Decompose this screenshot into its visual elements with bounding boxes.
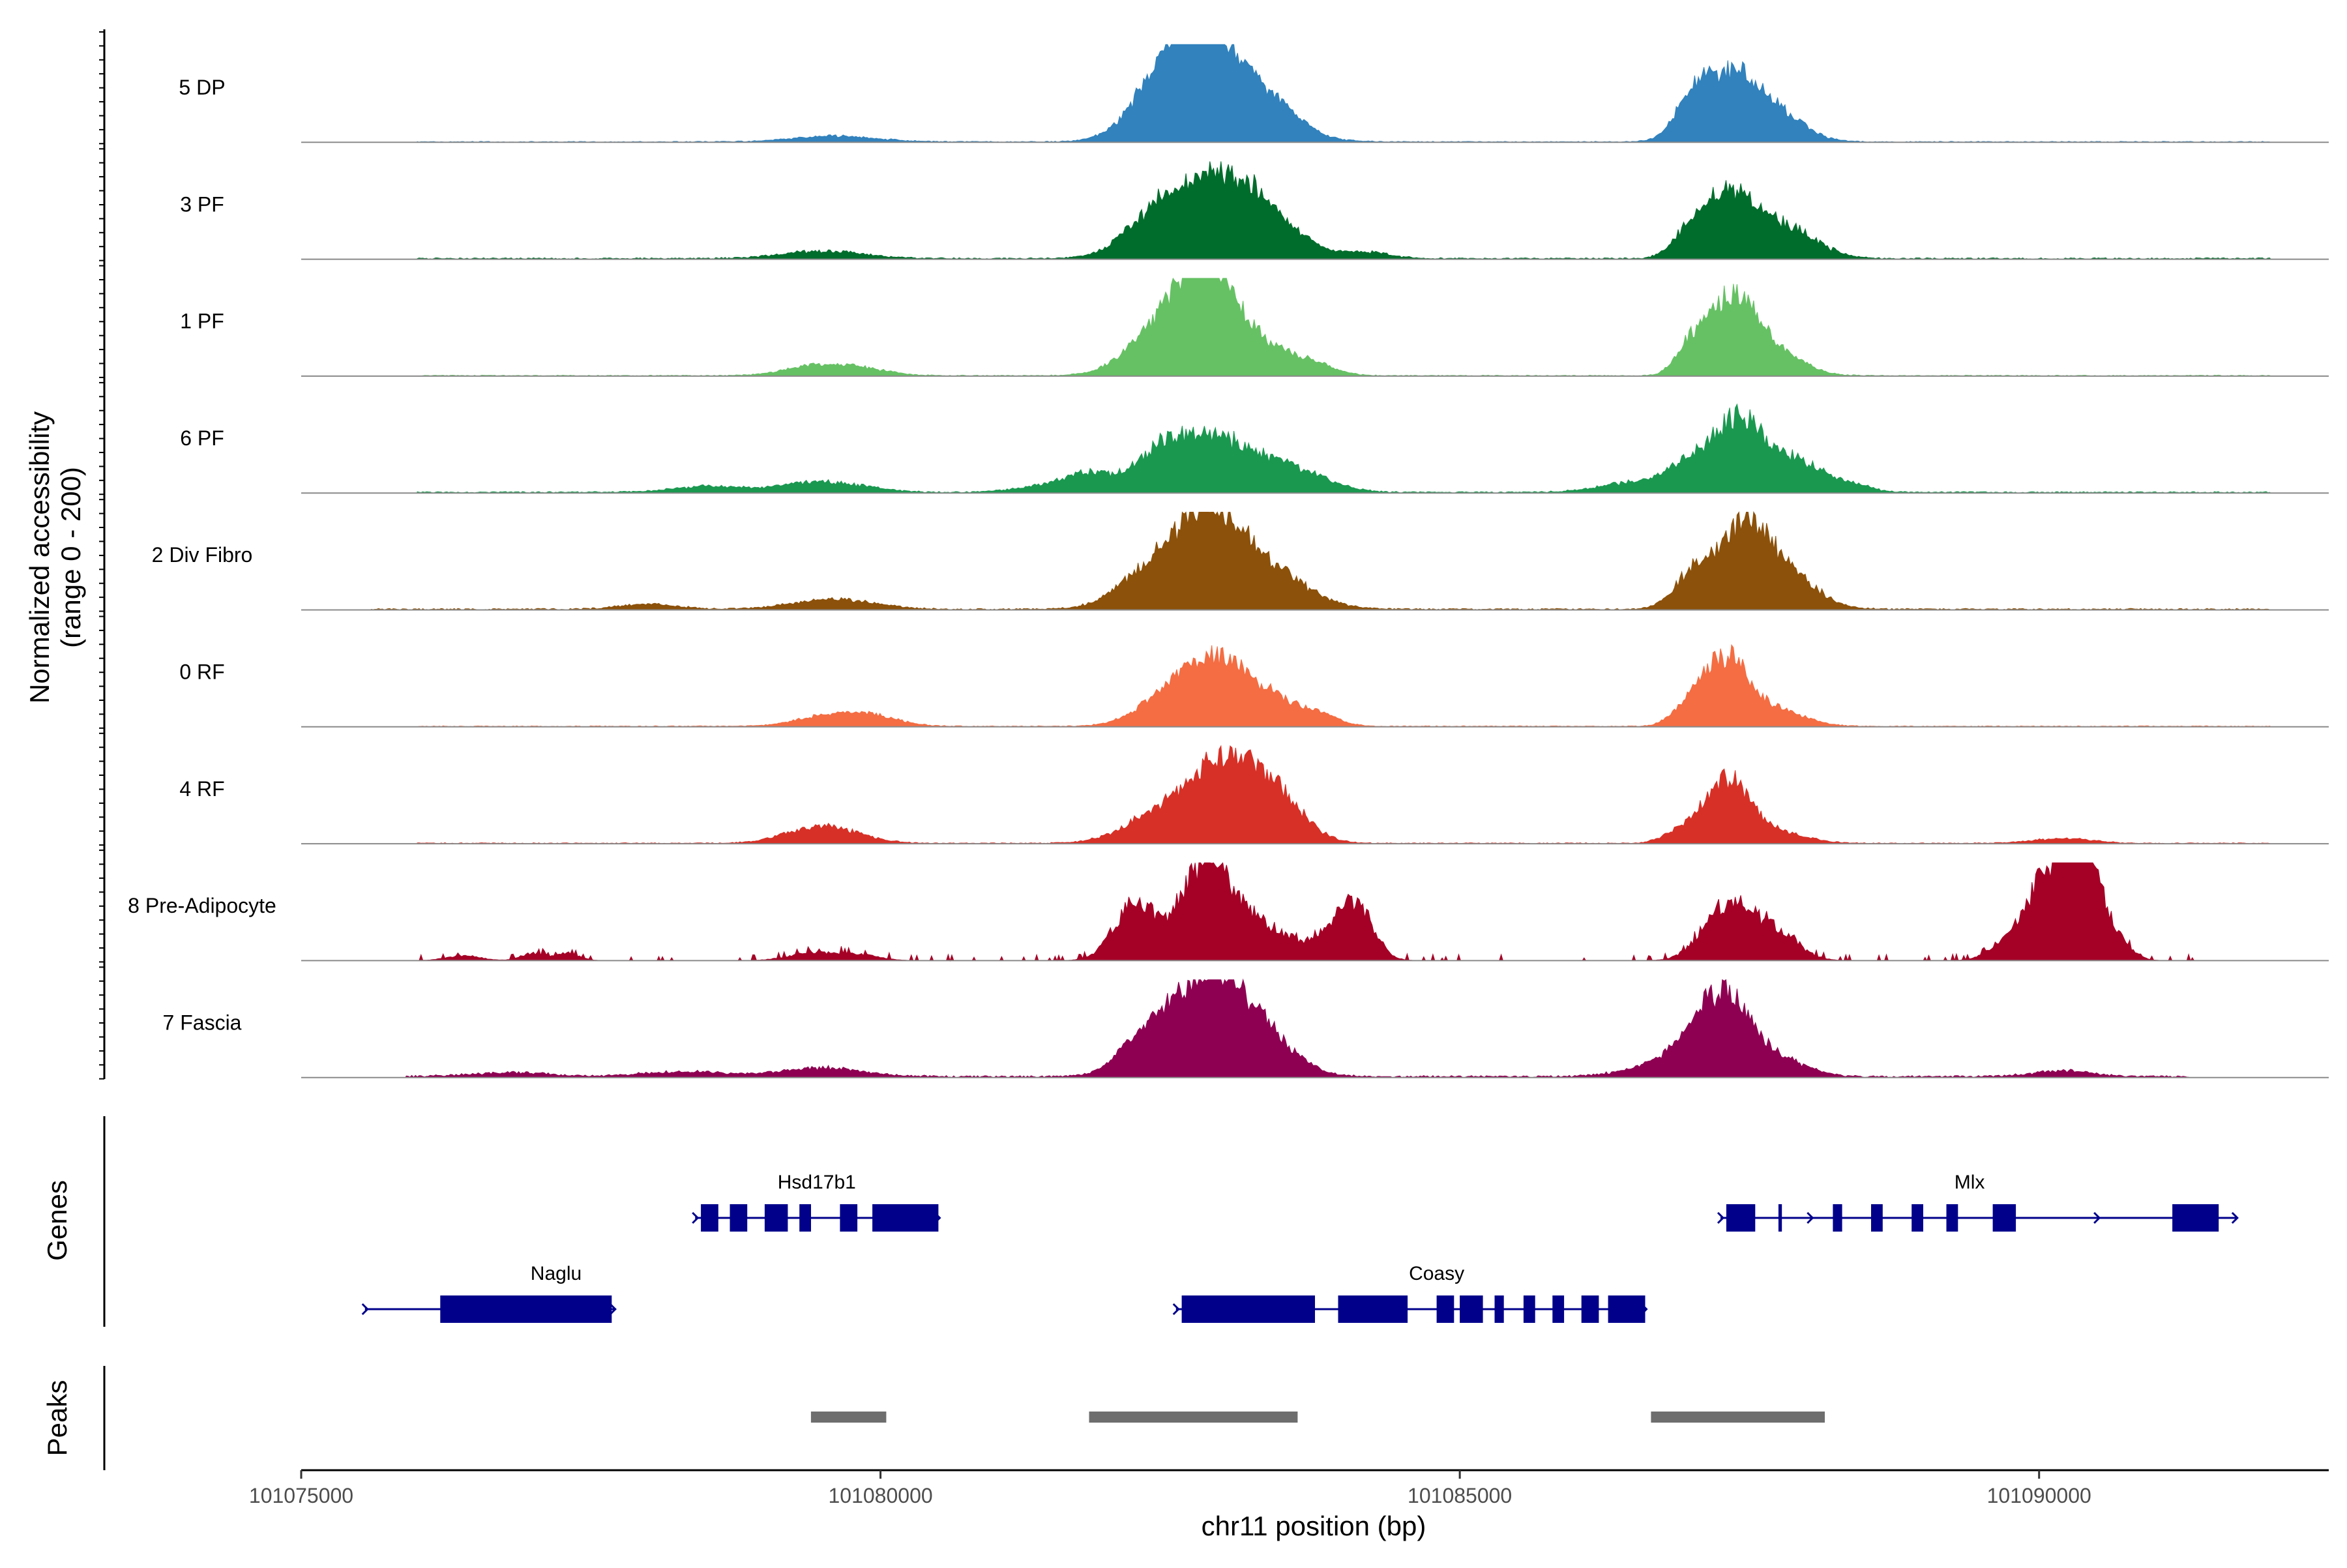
track-label: 8 Pre-Adipocyte: [128, 894, 276, 917]
genes-panel: Genes: [42, 1116, 106, 1327]
gene-models: Hsd17b1 Naglu Coasy Mlx: [361, 1172, 2239, 1323]
x-tick-label: 101080000: [828, 1484, 932, 1507]
x-tick-label: 101075000: [249, 1484, 353, 1507]
y-axis-title-line2: (range 0 - 200): [55, 467, 86, 648]
gene-exon: [764, 1204, 788, 1232]
coverage-area: [417, 745, 2271, 844]
y-axis-title: Normalized accessibility (range 0 - 200): [24, 411, 86, 703]
track-label: 2 Div Fibro: [152, 543, 253, 567]
gene-exon: [1552, 1295, 1565, 1323]
track-7: 4 RF: [179, 745, 2329, 845]
strand-chevron: [1807, 1211, 1814, 1224]
gene-label: Naglu: [531, 1263, 582, 1284]
track-label: 5 DP: [179, 76, 225, 99]
gene-coasy: Coasy: [1172, 1263, 1648, 1323]
coverage-area: [417, 277, 2273, 377]
gene-label: Coasy: [1409, 1263, 1464, 1284]
gene-exon: [1460, 1295, 1483, 1323]
gene-label: Hsd17b1: [778, 1172, 856, 1193]
strand-chevron: [609, 1303, 617, 1316]
gene-exon: [1608, 1295, 1646, 1323]
coverage-area: [405, 978, 2190, 1078]
track-label: 7 Fascia: [163, 1011, 242, 1034]
x-tick-label: 101085000: [1408, 1484, 1512, 1507]
coverage-area: [417, 44, 2271, 143]
gene-exon: [1338, 1295, 1408, 1323]
gene-exon: [1494, 1295, 1504, 1323]
strand-chevron: [692, 1211, 700, 1224]
peak-region: [810, 1412, 887, 1423]
gene-exon: [1778, 1204, 1782, 1232]
strand-chevron: [361, 1303, 369, 1316]
gene-exon: [1912, 1204, 1923, 1232]
peak-region: [1651, 1412, 1825, 1423]
strand-chevron: [2231, 1211, 2239, 1224]
track-3: 1 PF: [180, 277, 2329, 377]
x-axis: chr11 position (bp) 101075000 101080000 10…: [249, 1469, 2329, 1541]
gene-exon: [1726, 1204, 1756, 1232]
gene-exon: [1523, 1295, 1535, 1323]
gene-exon: [701, 1204, 718, 1232]
gene-naglu: Naglu: [361, 1263, 617, 1323]
coverage-tracks: 5 DP 3 PF 1 PF 6 PF 2 Div Fibro 0 RF 4 RF 8 Pre…: [99, 29, 2329, 1080]
track-1: 5 DP: [179, 44, 2329, 143]
coverage-area: [416, 161, 2272, 260]
peak-region: [1089, 1412, 1298, 1423]
coverage-area: [417, 403, 2272, 494]
track-label: 4 RF: [179, 777, 224, 801]
track-label: 0 RF: [179, 660, 224, 684]
track-9: 7 Fascia: [163, 978, 2329, 1078]
strand-chevron: [1717, 1211, 1725, 1224]
gene-exon: [1992, 1204, 2016, 1232]
peaks-panel: Peaks: [42, 1366, 106, 1470]
gene-label: Mlx: [1955, 1172, 1985, 1193]
strand-chevron: [1172, 1303, 1180, 1316]
strand-chevron: [2093, 1211, 2101, 1224]
gene-exon: [1833, 1204, 1842, 1232]
coverage-area: [417, 643, 2272, 728]
gene-mlx: Mlx: [1717, 1172, 2239, 1232]
gene-hsd17b1: Hsd17b1: [692, 1172, 941, 1232]
gene-exon: [1181, 1295, 1315, 1323]
track-4: 6 PF: [180, 403, 2329, 494]
peak-regions: [810, 1412, 1825, 1423]
gene-exon: [1946, 1204, 1958, 1232]
gene-exon: [730, 1204, 748, 1232]
track-5: 2 Div Fibro: [152, 510, 2329, 611]
gene-exon: [440, 1295, 612, 1323]
gene-exon: [1581, 1295, 1599, 1323]
genes-title: Genes: [42, 1180, 72, 1261]
y-axis-title-line1: Normalized accessibility: [24, 411, 55, 703]
x-axis-title: chr11 position (bp): [1202, 1511, 1426, 1541]
track-label: 1 PF: [180, 310, 224, 333]
gene-exon: [2172, 1204, 2219, 1232]
peaks-title: Peaks: [42, 1380, 72, 1457]
track-2: 3 PF: [180, 161, 2329, 260]
coverage-area: [417, 862, 2237, 962]
gene-exon: [1436, 1295, 1454, 1323]
track-label: 6 PF: [180, 426, 224, 450]
track-label: 3 PF: [180, 192, 224, 216]
track-8: 8 Pre-Adipocyte: [128, 862, 2329, 962]
gene-exon: [1871, 1204, 1883, 1232]
x-tick-label: 101090000: [1987, 1484, 2091, 1507]
gene-exon: [799, 1204, 811, 1232]
track-6: 0 RF: [179, 643, 2329, 728]
gene-exon: [872, 1204, 939, 1232]
coverage-area: [370, 510, 2271, 611]
gene-exon: [840, 1204, 858, 1232]
